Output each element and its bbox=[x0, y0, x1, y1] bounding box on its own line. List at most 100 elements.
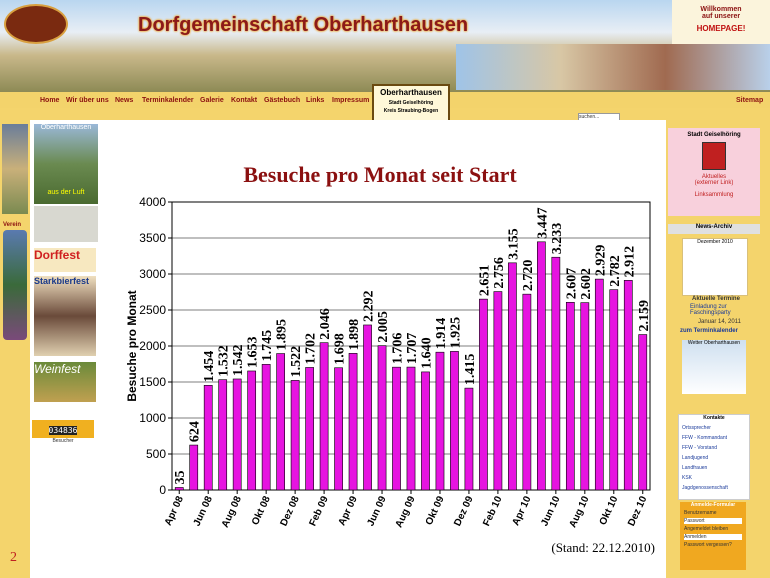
city-title: Stadt Geiselhöring bbox=[687, 132, 741, 138]
value-label: 2.929 bbox=[593, 245, 608, 277]
login-field: Passwort bbox=[684, 518, 742, 524]
bar bbox=[435, 351, 445, 491]
bar bbox=[334, 367, 343, 491]
weather: Wetter Oberharthausen bbox=[682, 340, 746, 394]
login-field[interactable]: Passwort vergessen? bbox=[684, 542, 732, 548]
x-tick-label: Okt 09 bbox=[424, 494, 447, 527]
dorffest-banner: Dorffest bbox=[34, 248, 96, 272]
bar bbox=[203, 385, 213, 491]
welcome-line: HOMEPAGE! bbox=[696, 24, 746, 33]
value-label: 1.925 bbox=[448, 317, 463, 349]
archive[interactable]: News-Archiv bbox=[668, 224, 760, 234]
header-photos bbox=[456, 44, 770, 90]
aerial-line: aus der Luft bbox=[47, 189, 85, 196]
contact-link[interactable]: Landjugend bbox=[682, 455, 709, 461]
bar bbox=[565, 301, 575, 491]
badge-line: Kreis Straubing-Bogen bbox=[383, 108, 439, 114]
y-tick-label: 3500 bbox=[139, 231, 166, 245]
calendar-link[interactable]: zum Terminkalender bbox=[680, 328, 738, 334]
site-title: Dorfgemeinschaft Oberharthausen bbox=[138, 14, 469, 36]
weinfest-banner: Weinfest bbox=[34, 362, 96, 402]
value-label: 1.914 bbox=[434, 318, 449, 350]
x-tick-label: Dez 09 bbox=[452, 494, 476, 528]
login-field[interactable]: Anmelden bbox=[684, 534, 742, 540]
calendar-title: Dezember 2010 bbox=[697, 239, 733, 245]
value-label: 2.782 bbox=[608, 255, 623, 286]
value-label: 1.895 bbox=[275, 319, 290, 351]
x-tick-label: Dez 08 bbox=[278, 494, 302, 528]
x-tick-label: Aug 09 bbox=[394, 494, 418, 529]
value-label: 2.720 bbox=[521, 260, 536, 292]
side-icons bbox=[2, 124, 28, 214]
bar bbox=[594, 278, 604, 491]
contact-link[interactable]: FFW - Vorstand bbox=[682, 445, 718, 451]
value-label: 1.698 bbox=[333, 333, 348, 365]
bar bbox=[580, 302, 590, 491]
x-tick-label: Jun 10 bbox=[539, 494, 563, 528]
login-field: Angemeldet bleiben bbox=[684, 526, 729, 532]
welcome-line: Willkommen bbox=[700, 6, 742, 13]
owl-photo bbox=[34, 206, 98, 242]
contact-link[interactable]: FFW - Kommandant bbox=[682, 435, 728, 441]
logo bbox=[4, 4, 68, 44]
city-link[interactable]: Linksammlung bbox=[694, 192, 734, 198]
nav-link[interactable]: Galerie bbox=[200, 97, 224, 104]
nav-link[interactable]: Sitemap bbox=[736, 97, 764, 104]
value-label: 3.447 bbox=[535, 207, 550, 239]
value-label: 1.640 bbox=[419, 337, 434, 369]
nav-link[interactable]: Terminkalender bbox=[142, 97, 194, 104]
city-link[interactable]: Aktuelles bbox=[701, 174, 727, 180]
contacts-title: Kontakte bbox=[703, 415, 725, 421]
bar bbox=[464, 387, 474, 491]
counter: 034836 Besucher bbox=[32, 420, 94, 444]
value-label: 3.233 bbox=[550, 223, 565, 255]
nav-link[interactable]: Wir über uns bbox=[66, 97, 109, 104]
bar bbox=[493, 291, 503, 491]
bar bbox=[522, 293, 532, 491]
bar bbox=[189, 444, 199, 491]
bar bbox=[537, 241, 546, 491]
x-tick-label: Apr 08 bbox=[163, 494, 186, 527]
verein-label: Verein bbox=[3, 222, 22, 228]
contact-link[interactable]: KSK bbox=[682, 475, 693, 481]
x-tick-label: Okt 08 bbox=[250, 494, 273, 527]
value-label: 2.912 bbox=[622, 246, 637, 278]
welcome-box: Willkommen auf unserer HOMEPAGE! bbox=[672, 0, 770, 44]
bar bbox=[363, 324, 372, 491]
login-title: Anmelde-Formular bbox=[690, 502, 736, 508]
bar bbox=[174, 487, 184, 491]
value-label: 2.602 bbox=[579, 268, 594, 300]
login: Anmelde-Formular Benutzername Passwort Ang… bbox=[680, 502, 746, 570]
x-tick-label: Feb 10 bbox=[481, 494, 505, 528]
contact-link[interactable]: Jagdgenossenschaft bbox=[682, 485, 728, 491]
bar bbox=[348, 353, 358, 491]
value-label: 2.607 bbox=[564, 268, 579, 300]
nav-link[interactable]: Links bbox=[306, 97, 325, 104]
x-tick-label: Jun 08 bbox=[192, 494, 216, 528]
x-tick-label: Aug 08 bbox=[220, 494, 244, 529]
contact-link[interactable]: Ortssprecher bbox=[682, 425, 711, 431]
nav-link[interactable]: Home bbox=[40, 97, 60, 104]
calendar: Dezember 2010 bbox=[682, 238, 748, 296]
value-label: 1.707 bbox=[405, 333, 420, 365]
nav-link[interactable]: Impressum bbox=[332, 97, 370, 104]
value-label: 2.756 bbox=[492, 257, 507, 289]
event[interactable]: Einladung zur Faschingsparty bbox=[690, 304, 731, 316]
counter-label: Besucher bbox=[52, 438, 74, 444]
bar bbox=[218, 379, 228, 491]
nav-link[interactable]: News bbox=[115, 97, 134, 104]
value-label: 1.522 bbox=[289, 346, 304, 378]
bar bbox=[406, 366, 416, 491]
bar bbox=[609, 289, 619, 491]
nav-link[interactable]: Kontakt bbox=[231, 97, 258, 104]
bar bbox=[319, 342, 329, 491]
welcome-line: auf unserer bbox=[701, 13, 741, 20]
value-label: 2.046 bbox=[318, 308, 333, 340]
badge-line: Stadt Geiselhöring bbox=[388, 100, 434, 106]
nav-link[interactable]: Gästebuch bbox=[264, 97, 301, 104]
contacts: Kontakte Ortssprecher FFW - Kommandant FFW… bbox=[678, 414, 750, 500]
value-label: 2.005 bbox=[376, 311, 391, 343]
contact-link[interactable]: Landfrauen bbox=[682, 465, 708, 471]
y-tick-label: 4000 bbox=[139, 195, 166, 209]
stand-note: (Stand: 22.12.2010) bbox=[551, 540, 655, 555]
